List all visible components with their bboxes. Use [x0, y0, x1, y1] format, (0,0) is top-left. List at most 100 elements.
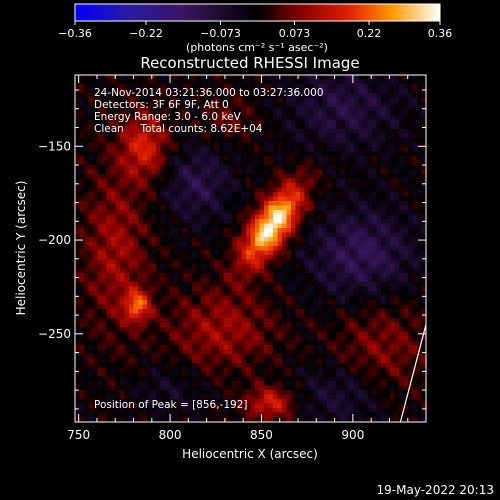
heatmap-cell [219, 183, 225, 189]
heatmap-cell [187, 313, 193, 319]
heatmap-cell [133, 273, 139, 279]
heatmap-cell [187, 160, 193, 166]
heatmap-cell [156, 151, 162, 157]
heatmap-cell [295, 111, 301, 117]
heatmap-cell [412, 345, 418, 351]
heatmap-cell [88, 349, 94, 355]
heatmap-cell [183, 250, 189, 256]
heatmap-cell [322, 187, 328, 193]
heatmap-cell [84, 327, 90, 333]
heatmap-cell [219, 331, 225, 337]
heatmap-cell [75, 178, 81, 184]
heatmap-cell [426, 138, 431, 143]
heatmap-cell [120, 115, 126, 121]
heatmap-cell [345, 318, 351, 324]
heatmap-cell [403, 129, 409, 135]
heatmap-cell [187, 196, 193, 202]
heatmap-cell [313, 295, 319, 301]
heatmap-cell [349, 88, 355, 94]
heatmap-cell [421, 192, 426, 198]
heatmap-cell [300, 160, 306, 166]
heatmap-cell [412, 295, 418, 301]
heatmap-cell [394, 210, 400, 216]
heatmap-cell [309, 210, 315, 216]
heatmap-cell [214, 219, 220, 225]
heatmap-cell [196, 156, 202, 162]
heatmap-cell [205, 277, 211, 283]
heatmap-cell [408, 138, 414, 144]
heatmap-cell [367, 178, 373, 184]
heatmap-cell [277, 273, 283, 279]
heatmap-cell [142, 187, 148, 193]
heatmap-cell [129, 79, 135, 85]
heatmap-cell [408, 219, 414, 225]
heatmap-cell [394, 79, 400, 85]
heatmap-cell [304, 345, 310, 351]
heatmap-cell [160, 295, 166, 301]
heatmap-cell [160, 246, 166, 252]
heatmap-cell [264, 138, 270, 144]
heatmap-cell [372, 124, 378, 130]
heatmap-cell [327, 250, 333, 256]
heatmap-cell [403, 250, 409, 256]
heatmap-cell [88, 277, 94, 283]
heatmap-cell [354, 187, 360, 193]
heatmap-cell [264, 250, 270, 256]
heatmap-cell [295, 349, 301, 355]
heatmap-cell [138, 286, 144, 292]
heatmap-cell [129, 331, 135, 337]
heatmap-cell [417, 183, 423, 189]
heatmap-cell [431, 89, 436, 94]
heatmap-cell [201, 124, 207, 130]
heatmap-cell [327, 88, 333, 94]
heatmap-cell [255, 192, 261, 198]
heatmap-cell [259, 246, 265, 252]
heatmap-cell [426, 116, 431, 121]
heatmap-cell [300, 111, 306, 117]
heatmap-cell [426, 89, 431, 94]
heatmap-cell [97, 120, 103, 126]
heatmap-cell [345, 88, 351, 94]
heatmap-cell [214, 75, 220, 81]
heatmap-cell [273, 309, 279, 315]
heatmap-cell [120, 169, 126, 175]
heatmap-cell [174, 196, 180, 202]
heatmap-cell [183, 291, 189, 297]
heatmap-cell [421, 250, 426, 256]
heatmap-cell [394, 286, 400, 292]
heatmap-cell [160, 232, 166, 238]
heatmap-cell [376, 309, 382, 315]
heatmap-cell [286, 214, 292, 220]
heatmap-cell [79, 187, 85, 193]
heatmap-cell [192, 75, 198, 81]
heatmap-cell [390, 259, 396, 265]
heatmap-cell [174, 210, 180, 216]
heatmap-cell [201, 174, 207, 180]
heatmap-cell [106, 282, 112, 288]
heatmap-cell [268, 327, 274, 333]
heatmap-cell [250, 187, 256, 193]
heatmap-cell [219, 129, 225, 135]
heatmap-cell [246, 147, 252, 153]
heatmap-cell [291, 237, 297, 243]
heatmap-cell [183, 295, 189, 301]
heatmap-cell [111, 106, 117, 112]
heatmap-cell [385, 291, 391, 297]
heatmap-cell [178, 282, 184, 288]
heatmap-cell [124, 300, 130, 306]
heatmap-cell [304, 282, 310, 288]
heatmap-cell [340, 120, 346, 126]
heatmap-cell [183, 331, 189, 337]
heatmap-cell [178, 322, 184, 328]
heatmap-cell [205, 331, 211, 337]
heatmap-cell [331, 241, 337, 247]
heatmap-cell [79, 93, 85, 99]
heatmap-cell [376, 187, 382, 193]
heatmap-cell [97, 142, 103, 148]
heatmap-cell [358, 178, 364, 184]
heatmap-cell [322, 228, 328, 234]
heatmap-cell [340, 178, 346, 184]
heatmap-cell [421, 210, 426, 216]
heatmap-cell [349, 228, 355, 234]
heatmap-cell [133, 318, 139, 324]
